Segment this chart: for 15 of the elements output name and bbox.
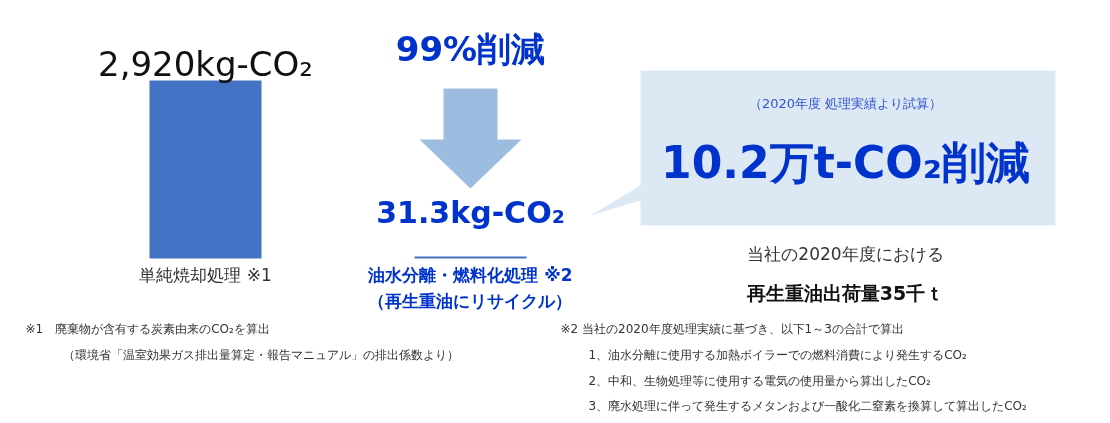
- text: ※2 当社の2020年度処理実績に基づき、以下1～3の合計で算出: [560, 321, 904, 336]
- text: 3、廃水処理に伴って発生するメタンおよび一酸化二窒素を換算して算出したCO₂: [588, 398, 1027, 413]
- text: 当社の2020年度における: [747, 243, 944, 264]
- data-label: 2,920kg-CO₂: [98, 43, 314, 84]
- text: 99%削減: [395, 28, 546, 69]
- data-label: 31.3kg-CO₂: [376, 195, 565, 230]
- text: 再生重油出荷量35千ｔ: [745, 281, 945, 304]
- text: （環境省「温室効果ガス排出量算定・報告マニュアル」の排出係数より）: [62, 347, 459, 362]
- text: （2020年度 処理実績より試算）: [748, 96, 943, 111]
- text: ※1 廃棄物が含有する炭素由来のCO₂を算出: [25, 321, 270, 336]
- text: 1、油水分離に使用する加熱ボイラーでの燃料消費により発生するCO₂: [588, 347, 967, 362]
- text: 2、中和、生物処理等に使用する電気の使用量から算出したCO₂: [588, 373, 931, 388]
- text: 10.2万t-CO₂削減: [661, 137, 1030, 188]
- x-tick-label: 単純焼却処理 ※1: [139, 264, 272, 285]
- x-tick-label: 油水分離・燃料化処理 ※2 （再生重油にリサイクル）: [367, 264, 573, 311]
